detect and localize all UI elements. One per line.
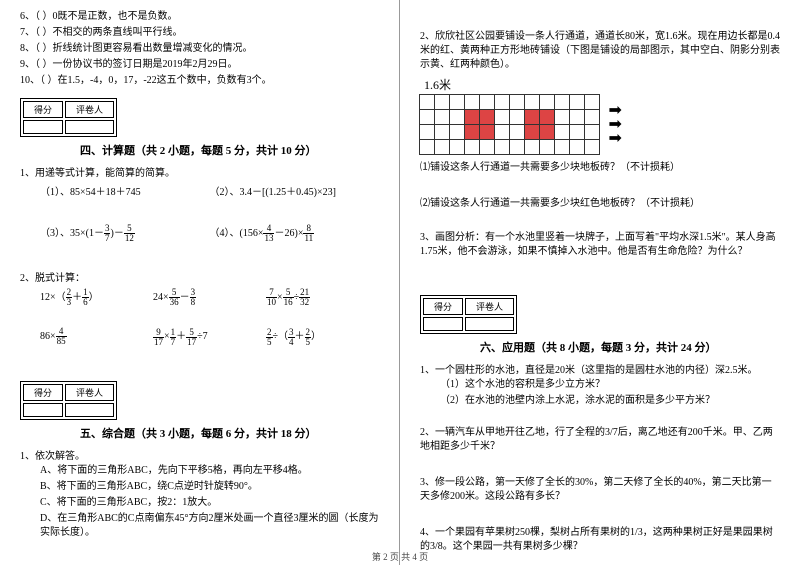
r-q2a: ⑴铺设这条人行通道一共需要多少块地板砖？（不计损耗）: [420, 161, 780, 175]
a1: 1、一个圆柱形的水池，直径是20米（这里指的是圆柱水池的内径）深2.5米。: [420, 361, 780, 376]
q5-1c: C、将下面的三角形ABC，按2：1放大。: [20, 496, 379, 510]
score-box-5: 得分评卷人: [20, 381, 117, 420]
section-5-title: 五、综合题（共 3 小题，每题 6 分，共计 18 分）: [80, 425, 379, 441]
calc-10: 25÷（34＋25）: [266, 327, 379, 346]
a2: 2、一辆汽车从甲地开往乙地，行了全程的3/7后，离乙地还有200千米。甲、乙两地…: [420, 426, 780, 454]
a3: 3、修一段公路，第一天修了全长的30%，第二天修了全长的40%，第二天比第一天多…: [420, 476, 780, 504]
q5-1d: D、在三角形ABC的C点南偏东45°方向2厘米处画一个直径3厘米的圆（长度为实际…: [20, 512, 379, 540]
calc-3: （3）、35×(1－37)－512: [40, 224, 210, 243]
tile-grid: [420, 95, 600, 155]
r-p2: 2、欣欣社区公园要铺设一条人行通道，通道长80米，宽1.6米。现在用边长都是0.…: [420, 30, 780, 72]
r-q2b: ⑵铺设这条人行通道一共需要多少块红色地板砖？（不计损耗）: [420, 197, 780, 211]
calc-9: 917×17＋517÷7: [153, 327, 266, 346]
calc-6: 24×536－38: [153, 288, 266, 307]
calc-row-1: （1）、85×54＋18＋745 （2）、3.4－[(1.25＋0.45)×23…: [20, 183, 379, 198]
calc-8: 86×485: [40, 327, 153, 346]
tf-item: 10、（ ）在1.5，-4，0，17，-22这五个数中，负数有3个。: [20, 74, 379, 88]
a1a: （1）这个水池的容积是多少立方米？: [420, 378, 780, 392]
calc-4: （4）、(156×413－26)×811: [210, 224, 380, 243]
arrows-icon: ➡➡➡: [609, 104, 622, 146]
tf-item: 9、（ ）一份协议书的签订日期是2019年2月29日。: [20, 58, 379, 72]
section-6-title: 六、应用题（共 8 小题，每题 3 分，共计 24 分）: [480, 339, 780, 355]
right-column: 2、欣欣社区公园要铺设一条人行通道，通道长80米，宽1.6米。现在用边长都是0.…: [400, 0, 800, 565]
tf-item: 7、（ ）不相交的两条直线叫平行线。: [20, 26, 379, 40]
tile-diagram: 1.6米 ➡➡➡: [420, 76, 780, 155]
tf-item: 8、（ ）折线统计图更容易看出数量增减变化的情况。: [20, 42, 379, 56]
page-footer: 第 2 页 共 4 页: [0, 550, 800, 563]
calc-row-4: 86×485 917×17＋517÷7 25÷（34＋25）: [20, 327, 379, 346]
problem-2: 2、脱式计算：: [20, 269, 379, 284]
calc-5: 12×（23＋16）: [40, 288, 153, 307]
calc-7: 710×516÷2132: [266, 288, 379, 307]
a1b: （2）在水池的池壁内涂上水泥，涂水泥的面积是多少平方米？: [420, 394, 780, 408]
calc-row-2: （3）、35×(1－37)－512 （4）、(156×413－26)×811: [20, 224, 379, 243]
section-4-title: 四、计算题（共 2 小题，每题 5 分，共计 10 分）: [80, 142, 379, 158]
true-false-list: 6、（ ）0既不是正数，也不是负数。 7、（ ）不相交的两条直线叫平行线。 8、（ …: [20, 10, 379, 88]
calc-row-3: 12×（23＋16） 24×536－38 710×516÷2132: [20, 288, 379, 307]
calc-2: （2）、3.4－[(1.25＋0.45)×23]: [210, 183, 380, 198]
left-column: 6、（ ）0既不是正数，也不是负数。 7、（ ）不相交的两条直线叫平行线。 8、（ …: [0, 0, 400, 565]
q5-1a: A、将下面的三角形ABC，先向下平移5格，再向左平移4格。: [20, 464, 379, 478]
q5-1: 1、依次解答。: [20, 447, 379, 462]
diagram-label: 1.6米: [424, 76, 780, 93]
q5-1b: B、将下面的三角形ABC，绕C点逆时针旋转90°。: [20, 480, 379, 494]
score-box-4: 得分评卷人: [20, 98, 117, 137]
score-box-6: 得分评卷人: [420, 295, 517, 334]
problem-1: 1、用递等式计算，能简算的简算。: [20, 164, 379, 179]
r-p3: 3、画图分析：有一个水池里竖着一块牌子，上面写着"平均水深1.5米"。某人身高1…: [420, 231, 780, 259]
tf-item: 6、（ ）0既不是正数，也不是负数。: [20, 10, 379, 24]
calc-1: （1）、85×54＋18＋745: [40, 183, 210, 198]
